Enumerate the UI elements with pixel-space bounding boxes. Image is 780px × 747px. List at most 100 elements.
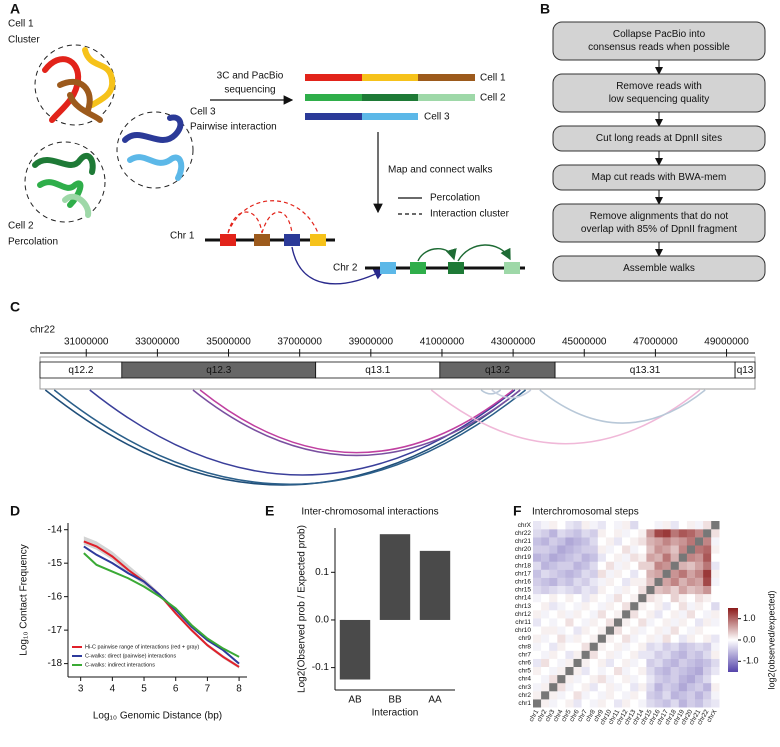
heat-cell [646, 561, 655, 570]
heat-cell [678, 626, 688, 635]
heat-cell [622, 666, 631, 676]
heat-cell [565, 650, 574, 659]
heat-cell [614, 610, 623, 619]
heat-cell [597, 585, 607, 595]
heat-cell [557, 618, 566, 627]
heat-cell [630, 529, 639, 538]
heat-cell [695, 634, 704, 643]
fragment [504, 262, 520, 274]
heat-cell [662, 691, 671, 700]
y-tick-label: chr15 [515, 587, 532, 594]
legend-label: C-walks: indirect interactions [85, 662, 155, 668]
heat-cell [597, 610, 607, 619]
heat-cell [589, 521, 598, 530]
y-tick-label: chr8 [518, 643, 531, 650]
heat-cell [662, 561, 671, 570]
read-segment [418, 74, 475, 81]
heat-cell [605, 666, 615, 676]
bar [339, 619, 371, 680]
heat-cell [597, 626, 607, 635]
arc [491, 389, 532, 399]
heat-cell [654, 691, 663, 700]
heat-cell [638, 674, 647, 684]
diagonal-cell [670, 561, 679, 570]
heat-cell [581, 674, 590, 684]
heat-cell [638, 545, 647, 554]
heat-cell [711, 602, 720, 611]
heat-cell [686, 699, 696, 708]
heat-cell [622, 521, 631, 530]
heat-cell [638, 529, 647, 538]
x-tick-label: BB [388, 695, 402, 706]
heat-cell [695, 529, 704, 538]
heat-cell [581, 610, 590, 619]
heat-cell [662, 683, 671, 692]
heat-cell [695, 658, 704, 667]
cell-label: Cell 2 [8, 221, 34, 232]
heat-cell [605, 634, 615, 643]
heat-cell [622, 537, 631, 546]
heat-cell [670, 593, 679, 603]
chromosome-label: Chr 1 [170, 231, 195, 242]
read-segment [305, 113, 362, 120]
heat-cell [678, 650, 688, 659]
heat-cell [614, 666, 623, 676]
heat-cell [605, 537, 615, 546]
heat-cell [614, 577, 623, 586]
heat-cell [573, 602, 582, 611]
heat-cell [622, 529, 631, 538]
heat-cell [541, 569, 550, 578]
heat-cell [695, 666, 704, 676]
heat-cell [670, 626, 679, 635]
colorbar-tick-label: -1.0 [743, 656, 759, 666]
heat-cell [711, 569, 720, 578]
heat-cell [622, 553, 631, 562]
heat-cell [711, 545, 720, 554]
fragment [410, 262, 426, 274]
heat-cell [630, 561, 639, 570]
heat-cell [662, 553, 671, 562]
heat-cell [589, 634, 598, 643]
heat-cell [703, 537, 712, 546]
heat-cell [589, 537, 598, 546]
heat-cell [573, 618, 582, 627]
cell-type: Percolation [8, 237, 58, 248]
heat-cell [573, 537, 582, 546]
chromosome-label: Chr 2 [333, 263, 358, 274]
heat-cell [605, 577, 615, 586]
fragment [220, 234, 236, 246]
x-tick-label: 43000000 [491, 337, 536, 348]
heat-cell [622, 585, 631, 595]
heat-cell [711, 699, 720, 708]
y-tick-label: chr4 [518, 676, 531, 683]
heat-cell [549, 521, 558, 530]
walk-arrow [417, 248, 457, 262]
read-segment [418, 94, 475, 101]
heat-cell [549, 602, 558, 611]
heat-cell [565, 545, 574, 554]
heat-cell [638, 577, 647, 586]
heat-cell [605, 529, 615, 538]
y-tick-label: chr3 [518, 684, 531, 691]
heat-cell [541, 610, 550, 619]
heat-cell [597, 545, 607, 554]
heat-cell [678, 666, 688, 676]
heat-cell [557, 626, 566, 635]
y-tick-label: chr10 [515, 627, 532, 634]
heat-cell [605, 585, 615, 595]
heat-cell [646, 529, 655, 538]
heat-cell [589, 593, 598, 603]
y-tick-label: -0.1 [312, 662, 330, 673]
heat-cell [670, 683, 679, 692]
strand [57, 78, 103, 123]
heat-cell [630, 569, 639, 578]
heat-cell [533, 626, 542, 635]
heat-cell [662, 610, 671, 619]
heat-cell [581, 593, 590, 603]
heat-cell [565, 626, 574, 635]
heat-cell [581, 626, 590, 635]
heat-cell [541, 545, 550, 554]
heat-cell [630, 521, 639, 530]
heat-cell [589, 553, 598, 562]
heat-cell [581, 666, 590, 676]
